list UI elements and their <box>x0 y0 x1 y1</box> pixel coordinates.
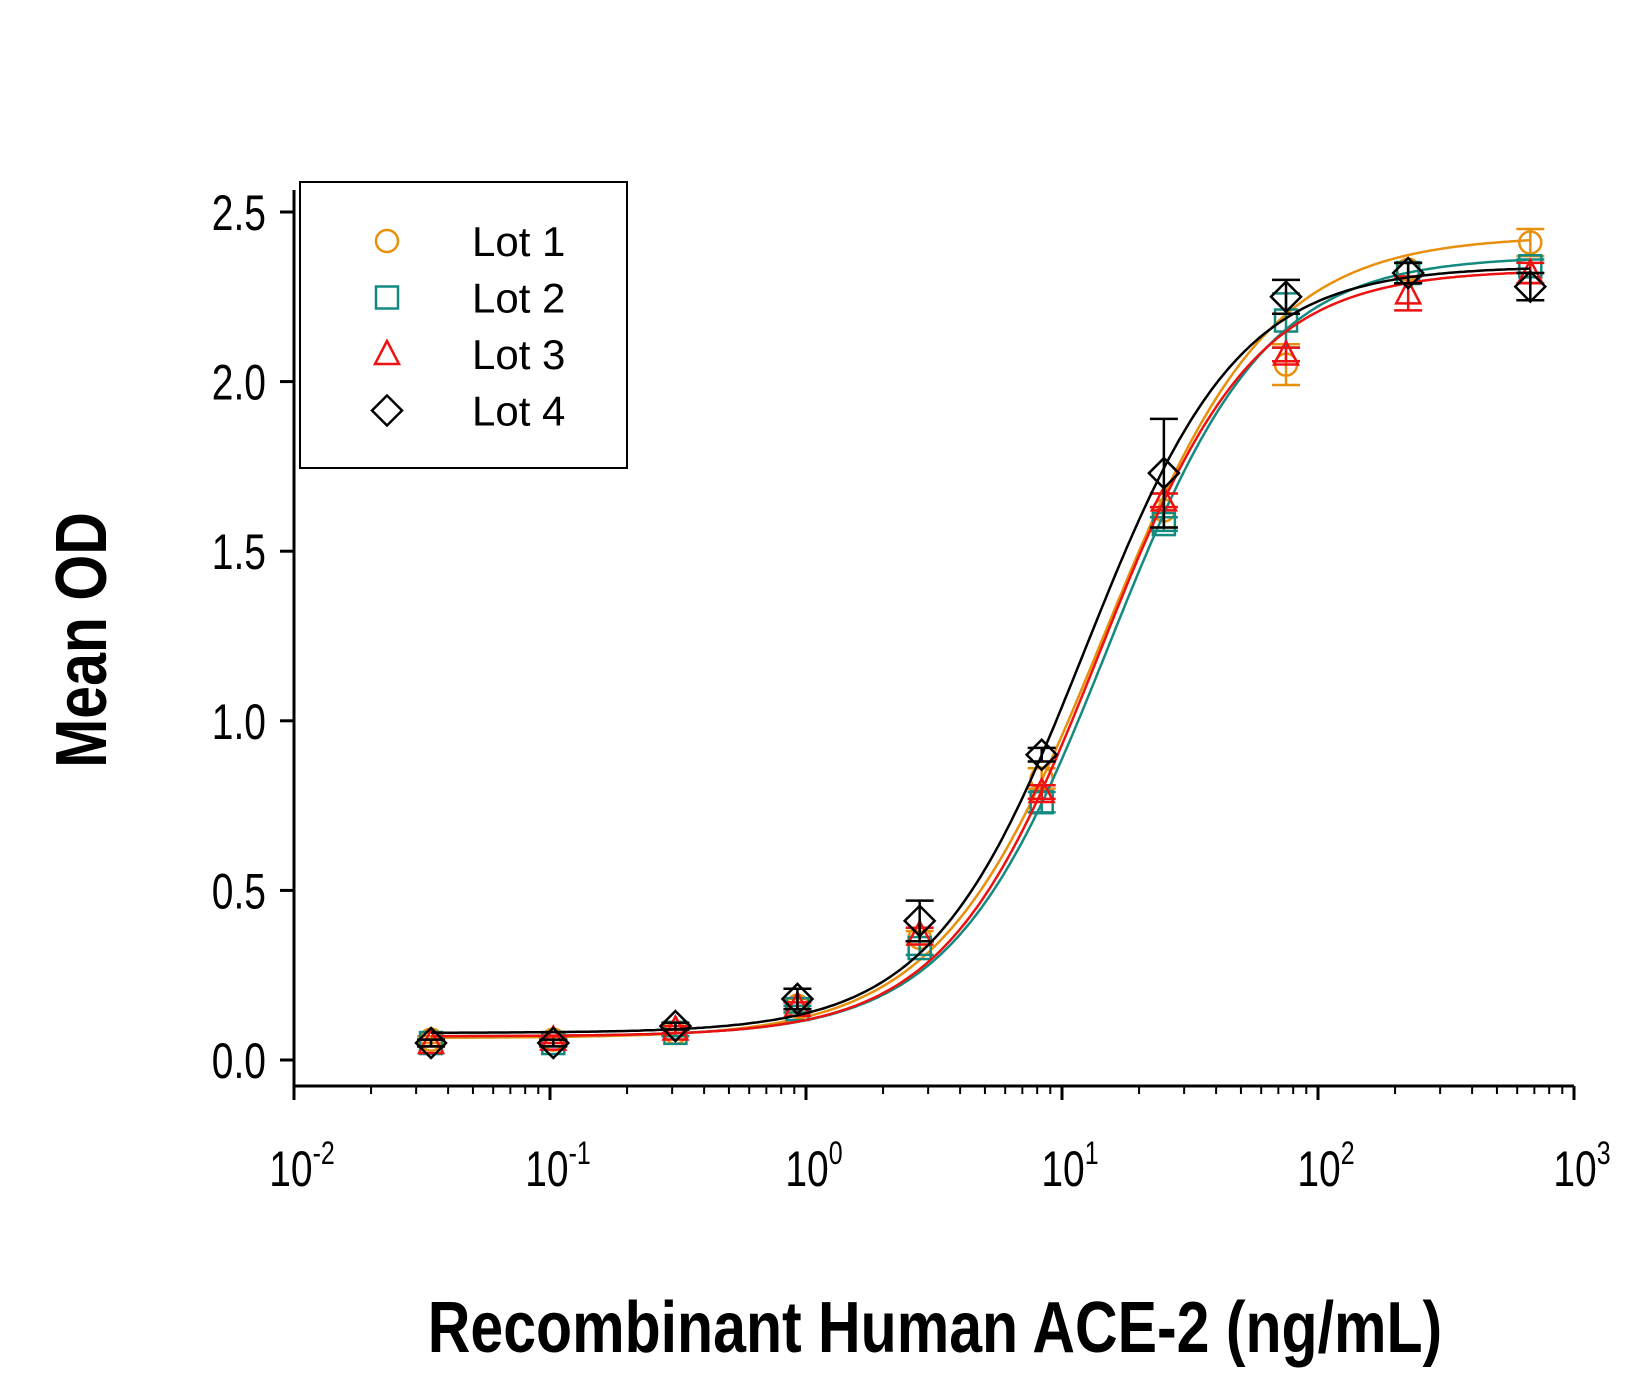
x-tick-exponent: 2 <box>1341 1136 1355 1172</box>
y-axis-title: Mean OD <box>40 512 121 768</box>
x-tick-exponent: 3 <box>1597 1136 1611 1172</box>
legend-label: Lot 4 <box>472 388 565 435</box>
data-point <box>1513 269 1548 304</box>
data-point <box>1027 776 1056 804</box>
data-point <box>536 1026 571 1060</box>
data-point <box>1391 256 1425 290</box>
legend-marker-square <box>374 285 400 310</box>
legend-label: Lot 3 <box>472 331 565 378</box>
y-tick-label: 0.5 <box>212 863 266 920</box>
axes: 0.00.51.01.52.02.510-2 10-1 100 101 102 103 <box>212 184 1611 1197</box>
fit-curve <box>431 271 1531 1038</box>
x-tick-label: 10-2 <box>269 1136 335 1197</box>
series-lot-3 <box>416 257 1545 1055</box>
legend-label: Lot 2 <box>472 275 565 322</box>
y-tick-label: 1.0 <box>212 693 266 750</box>
data-point <box>416 1027 446 1055</box>
x-tick-exponent: -2 <box>313 1136 335 1172</box>
x-tick-base: 10 <box>785 1140 828 1197</box>
x-tick-label: 103 <box>1553 1136 1610 1197</box>
legend-marker-triangle <box>372 338 402 366</box>
x-tick-label: 10-1 <box>525 1136 591 1197</box>
fit-curve <box>431 267 1531 1034</box>
data-point <box>1394 277 1423 305</box>
data-point <box>1269 280 1303 314</box>
data-point <box>414 1026 448 1060</box>
data-point <box>1147 456 1181 490</box>
y-tick-label: 0.0 <box>212 1032 266 1089</box>
x-tick-base: 10 <box>269 1140 312 1197</box>
x-tick-base: 10 <box>1297 1140 1340 1197</box>
plot-area <box>414 227 1548 1060</box>
legend-box <box>299 181 628 469</box>
y-tick-label: 1.5 <box>212 523 266 580</box>
data-point <box>780 982 815 1016</box>
data-point <box>658 1009 693 1043</box>
x-tick-label: 102 <box>1297 1136 1354 1197</box>
legend-marker-circle <box>374 228 400 254</box>
data-point <box>1024 737 1059 772</box>
legend-marker-diamond <box>370 393 404 428</box>
x-tick-label: 100 <box>785 1136 842 1197</box>
data-point <box>1518 230 1543 255</box>
data-point <box>1271 338 1301 366</box>
y-tick-label: 2.0 <box>212 354 266 411</box>
x-tick-exponent: 1 <box>1085 1136 1099 1172</box>
x-axis-title: Recombinant Human ACE-2 (ng/mL) <box>428 1286 1442 1367</box>
data-point <box>902 904 937 938</box>
x-tick-label: 101 <box>1041 1136 1098 1197</box>
data-point <box>539 1023 568 1051</box>
x-tick-base: 10 <box>1041 1140 1084 1197</box>
y-tick-label: 2.5 <box>212 184 266 241</box>
data-point <box>905 918 934 946</box>
x-tick-exponent: -1 <box>569 1136 591 1172</box>
legend: Lot 1 Lot 2 Lot 3 Lot 4 <box>299 181 628 469</box>
x-tick-base: 10 <box>1553 1140 1596 1197</box>
series-lot-4 <box>414 256 1548 1060</box>
legend-label: Lot 1 <box>472 218 565 265</box>
x-tick-base: 10 <box>525 1140 568 1197</box>
x-tick-exponent: 0 <box>829 1136 843 1172</box>
